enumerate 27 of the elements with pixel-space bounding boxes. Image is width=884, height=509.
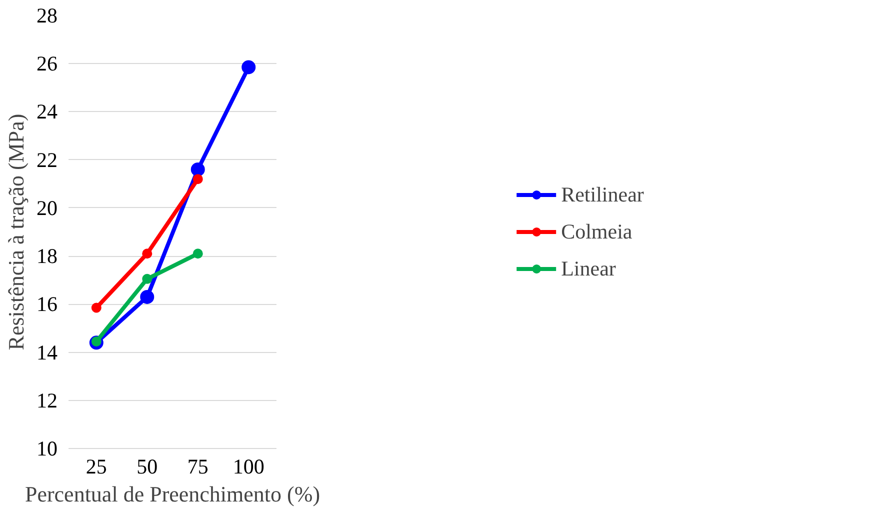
point: [140, 290, 154, 304]
y-tick-label: 20: [36, 196, 58, 220]
y-tick-label: 14: [36, 340, 58, 364]
legend-label: Linear: [561, 256, 616, 281]
y-tick-label: 28: [36, 4, 58, 28]
point: [91, 302, 102, 313]
point: [192, 174, 203, 184]
y-tick-label: 26: [36, 52, 58, 76]
y-tick-label: 10: [36, 436, 58, 460]
point: [142, 248, 152, 259]
x-tick-label: 25: [86, 454, 107, 478]
x-tick-label: 50: [136, 454, 158, 478]
x-tick-label: 75: [187, 454, 208, 478]
y-tick-label: 24: [36, 100, 58, 124]
legend-label: Retilinear: [561, 182, 644, 207]
y-axis-title: Resistência à tração (MPa): [4, 114, 28, 350]
x-axis-title: Percentual de Preenchimento (%): [24, 482, 320, 506]
point: [142, 274, 152, 284]
point: [192, 248, 203, 259]
y-tick-label: 22: [36, 148, 58, 172]
x-tick-label: 100: [232, 454, 264, 478]
point: [242, 60, 256, 74]
point: [190, 162, 205, 176]
y-tick-label: 12: [36, 388, 58, 412]
y-tick-label: 18: [36, 244, 58, 268]
y-tick-label: 16: [36, 292, 58, 316]
legend-label: Colmeia: [561, 219, 632, 244]
